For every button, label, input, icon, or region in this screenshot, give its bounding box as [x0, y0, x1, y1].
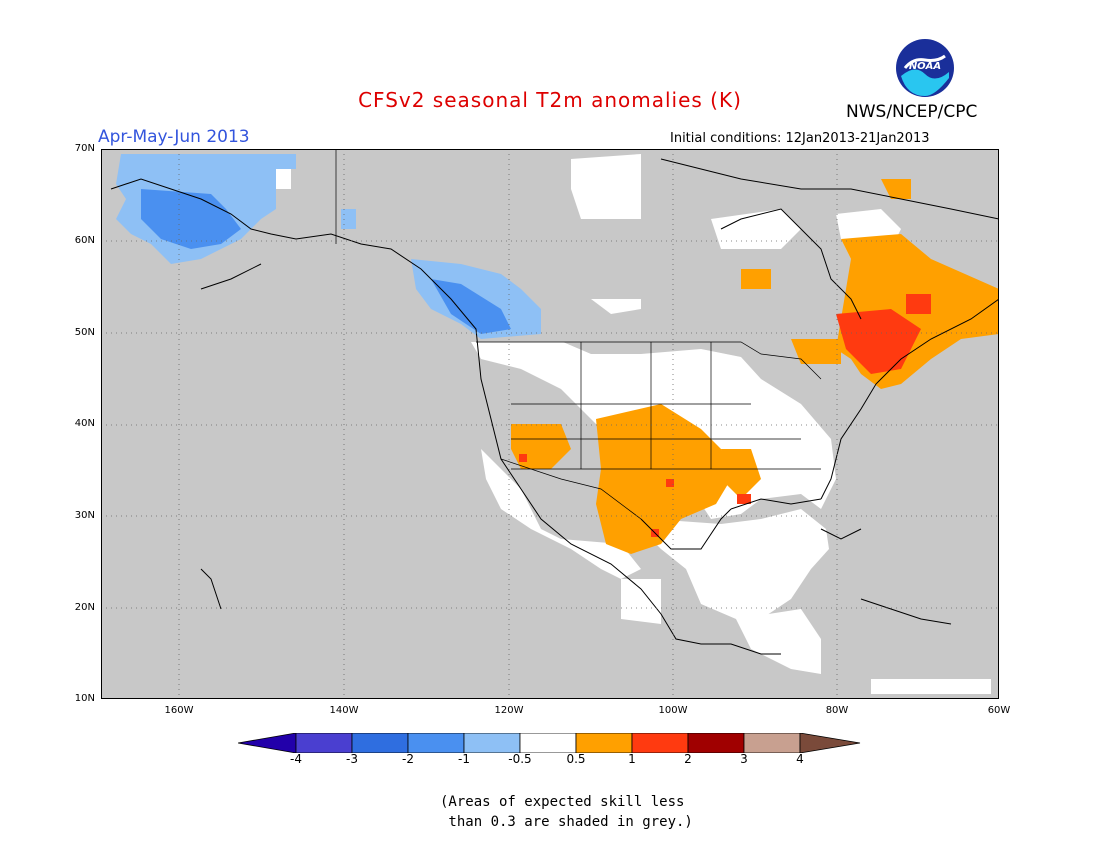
legend-swatch — [631, 733, 689, 753]
lon-label: 120W — [494, 705, 524, 716]
coastlines — [110, 158, 999, 655]
skill-note: (Areas of expected skill less than 0.3 a… — [440, 792, 740, 832]
legend-swatch — [295, 733, 353, 753]
legend-label: 3 — [740, 752, 748, 766]
initial-conditions-label: Initial conditions: 12Jan2013-21Jan2013 — [670, 131, 930, 146]
agency-label: NWS/NCEP/CPC — [846, 102, 978, 122]
legend-label: 2 — [684, 752, 692, 766]
legend-label: 4 — [796, 752, 804, 766]
lat-label: 50N — [74, 327, 95, 338]
legend-swatch — [575, 733, 633, 753]
legend-swatch — [799, 733, 861, 753]
noaa-logo-icon: NOAA — [896, 39, 954, 97]
lat-label: 40N — [74, 418, 95, 429]
map-title: CFSv2 seasonal T2m anomalies (K) — [358, 88, 742, 112]
lon-label: 160W — [164, 705, 194, 716]
legend-label: 1 — [628, 752, 636, 766]
noaa-logo-text: NOAA — [909, 61, 941, 72]
period-label: Apr-May-Jun 2013 — [98, 127, 250, 147]
lat-label: 60N — [74, 235, 95, 246]
legend-swatch — [407, 733, 465, 753]
legend-swatch — [351, 733, 409, 753]
skill-note-line: than 0.3 are shaded in grey.) — [440, 814, 693, 830]
lon-label: 80W — [825, 705, 849, 716]
legend-label: -3 — [346, 752, 358, 766]
legend-swatch — [687, 733, 745, 753]
legend-swatch — [463, 733, 521, 753]
legend-swatch — [238, 733, 297, 753]
legend-label: -2 — [402, 752, 414, 766]
skill-note-line: (Areas of expected skill less — [440, 794, 685, 810]
anomaly-map — [101, 149, 999, 699]
lat-label: 30N — [74, 510, 95, 521]
legend-label: 0.5 — [566, 752, 586, 766]
lon-label: 60W — [987, 705, 1011, 716]
below-normal-regions — [116, 154, 541, 339]
political-borders — [335, 149, 822, 520]
lon-label: 100W — [658, 705, 688, 716]
legend-label: -4 — [290, 752, 302, 766]
legend-swatch — [743, 733, 801, 753]
graticule — [101, 149, 999, 699]
lon-label: 140W — [329, 705, 359, 716]
legend-swatch — [519, 733, 577, 753]
lat-label: 20N — [74, 602, 95, 613]
lat-label: 10N — [74, 693, 95, 704]
legend-label: -1 — [458, 752, 470, 766]
lat-label: 70N — [74, 143, 95, 154]
legend-label: -0.5 — [508, 752, 532, 766]
legend-colorbar — [238, 733, 861, 753]
